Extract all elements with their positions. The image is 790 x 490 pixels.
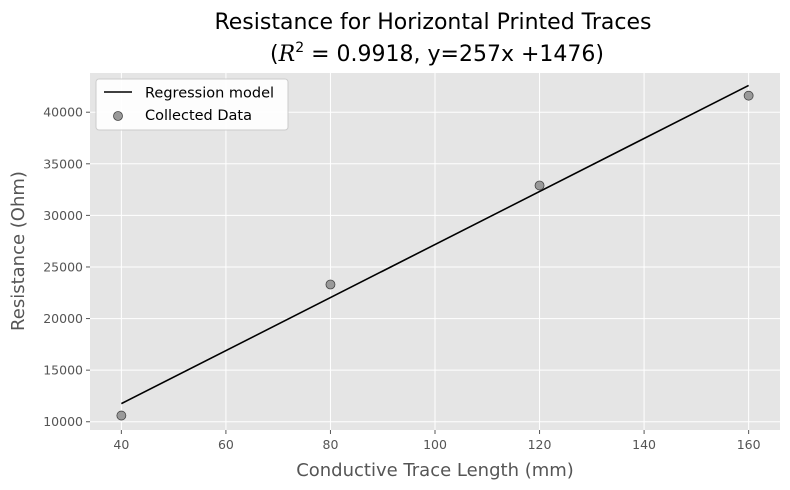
x-axis-label: Conductive Trace Length (mm) — [296, 460, 574, 481]
data-marks — [116, 84, 754, 421]
title-r-superscript: 2 — [295, 40, 304, 56]
data-point-2 — [534, 180, 545, 191]
x-tick-label-0: 40 — [113, 437, 129, 452]
y-tick-label-6: 40000 — [43, 105, 83, 120]
x-tick-label-1: 60 — [218, 437, 234, 452]
legend: Regression model Collected Data — [95, 78, 289, 131]
data-point-1 — [325, 279, 336, 290]
y-tick-label-0: 10000 — [43, 414, 83, 429]
chart-title-line1: Resistance for Horizontal Printed Traces — [214, 10, 651, 35]
chart-title-line2: (R2 = 0.9918, y=257x +1476) — [270, 40, 604, 67]
x-tick-label-4: 120 — [528, 437, 552, 452]
x-tick-label-6: 160 — [737, 437, 761, 452]
legend-box — [95, 78, 289, 131]
title-r-symbol: R — [278, 42, 296, 67]
data-point-0 — [116, 410, 127, 421]
y-tick-label-3: 25000 — [43, 259, 83, 274]
y-tick-label-2: 20000 — [43, 311, 83, 326]
legend-label-regression: Regression model — [145, 86, 274, 102]
legend-label-collected: Collected Data — [145, 108, 252, 124]
tick-labels: 40 60 80 100 120 140 160 10000 15000 20000 25000 30… — [43, 105, 760, 452]
x-tick-label-5: 140 — [632, 437, 656, 452]
grid — [90, 73, 780, 430]
y-axis-label: Resistance (Ohm) — [8, 171, 29, 331]
x-tick-label-2: 80 — [323, 437, 339, 452]
regression-line — [121, 84, 749, 405]
y-tick-label-5: 35000 — [43, 156, 83, 171]
y-tick-label-4: 30000 — [43, 208, 83, 223]
x-tick-label-3: 100 — [423, 437, 447, 452]
y-tick-label-1: 15000 — [43, 363, 83, 378]
legend-marker-swatch — [113, 111, 123, 121]
title-equation: = 0.9918, y=257x +1476) — [304, 42, 604, 67]
data-point-3 — [743, 90, 754, 101]
title-open-paren: ( — [270, 42, 279, 67]
